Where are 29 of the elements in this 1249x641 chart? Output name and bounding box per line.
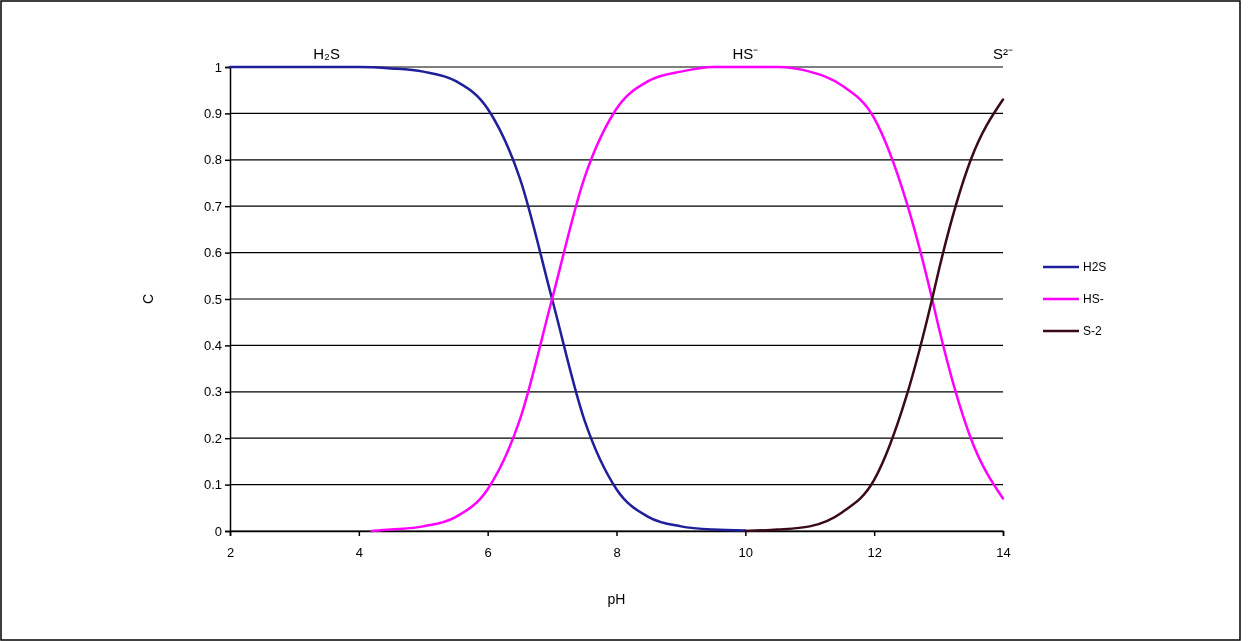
line-series bbox=[228, 65, 747, 532]
x-tick-label: 10 bbox=[738, 545, 754, 561]
x-tick-label: 8 bbox=[613, 545, 621, 561]
y-tick-label: 0.9 bbox=[203, 106, 222, 122]
y-tick-label: 0.3 bbox=[203, 384, 222, 400]
line-series bbox=[370, 65, 1005, 533]
legend-label: HS- bbox=[1083, 292, 1104, 306]
y-tick-label: 0 bbox=[214, 523, 222, 539]
x-tick-label: 4 bbox=[355, 545, 363, 561]
text: S²⁻ bbox=[993, 45, 1013, 62]
annotation: HS⁻ bbox=[732, 45, 759, 62]
y-tick-label: 0.2 bbox=[203, 430, 222, 446]
y-tick-label: 1 bbox=[214, 59, 222, 75]
x-tick-label: 12 bbox=[867, 545, 882, 561]
y-tick-label: 0.6 bbox=[203, 245, 222, 261]
legend-label: S-2 bbox=[1083, 324, 1102, 338]
y-tick-label: 0.1 bbox=[203, 477, 222, 493]
y-tick-label: 0.4 bbox=[203, 338, 222, 354]
line-series bbox=[744, 98, 1005, 533]
x-tick-label: 2 bbox=[226, 545, 235, 561]
legend-label: H2S bbox=[1083, 260, 1107, 274]
annotation: H₂S bbox=[313, 45, 340, 62]
x-tick-label: 14 bbox=[996, 545, 1011, 561]
y-axis-title: C bbox=[140, 293, 156, 305]
y-tick-label: 0.5 bbox=[203, 291, 222, 307]
x-tick-label: 6 bbox=[484, 545, 492, 561]
y-tick-label: 0.8 bbox=[203, 152, 222, 168]
x-axis-title: pH bbox=[607, 591, 626, 607]
y-tick-label: 0.7 bbox=[203, 198, 222, 214]
